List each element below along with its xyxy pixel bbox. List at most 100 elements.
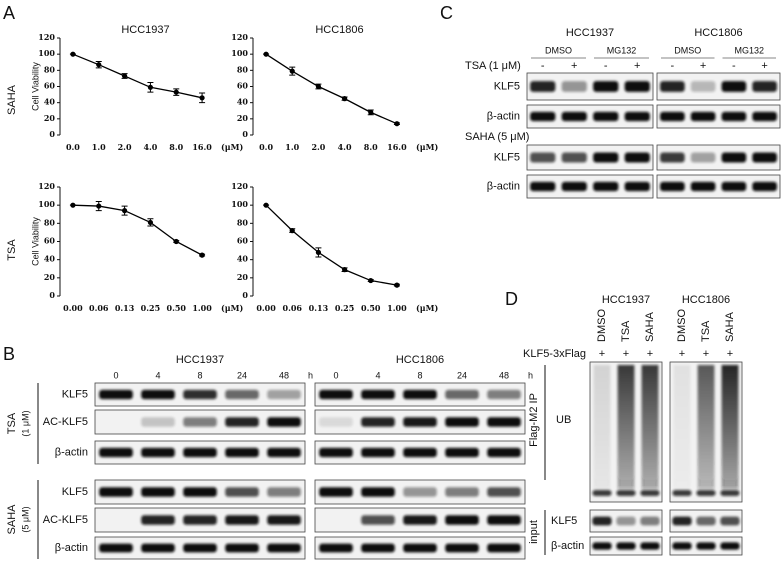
data-point [341,96,348,102]
band [225,447,259,458]
band [690,152,716,163]
band [592,516,612,526]
blot [656,174,781,199]
lane-label: SAHA [644,311,656,342]
x-tick-label: 0.06 [283,303,303,313]
construct-sign: + [679,348,685,360]
y-tick-label: 80 [44,64,56,74]
band [319,389,353,400]
treatment-sign: + [761,60,767,72]
chart-title: HCC1806 [315,24,363,36]
lane-label: DMSO [676,309,688,342]
data-point [263,51,269,57]
band [690,181,716,192]
x-tick-label: 2.0 [311,142,325,152]
band [225,543,259,553]
treatment-label: TSA (1 μM) [465,60,521,72]
y-tick-label: 80 [237,64,249,74]
condition: MG132 [607,45,637,55]
treatment-label: SAHA (5 μM) [465,131,529,143]
band [403,543,437,553]
panel-label: A [3,3,15,23]
band [99,487,133,497]
band [660,181,685,192]
band [721,81,747,92]
band [593,111,619,122]
row-label: KLF5 [494,80,520,92]
x-tick-label: 0.25 [141,303,160,313]
band [624,152,650,163]
band [660,152,685,163]
band [487,515,521,525]
band [690,81,716,92]
x-tick-label: 0.06 [89,303,109,313]
band [361,417,395,427]
data-line [72,53,203,99]
band [183,487,217,497]
x-tick-label: 1.0 [285,142,299,152]
time-point: 48 [279,370,289,380]
x-tick-label: 0.13 [115,303,135,313]
band [225,417,259,427]
band [267,515,301,525]
condition: DMSO [674,45,701,55]
y-tick-label: 20 [237,272,249,282]
band [141,447,175,458]
band [530,81,556,92]
cell-line: HCC1937 [566,27,614,39]
x-tick-label: 16.0 [387,142,407,152]
x-tick-label: 8.0 [169,142,183,152]
band [672,516,692,526]
lane-label: TSA [620,320,632,342]
x-tick-label: 0.00 [63,303,83,313]
condition: DMSO [545,45,572,55]
band [403,515,437,525]
time-point: 8 [197,370,202,380]
band [530,111,556,122]
band [319,487,353,497]
cell-line: HCC1937 [602,294,650,306]
y-tick-label: 60 [237,236,249,246]
data-point [173,89,179,95]
data-point [263,202,269,208]
band [624,81,650,92]
x-tick-label: 2.0 [118,142,132,152]
band [593,152,619,163]
data-line [72,204,203,256]
band [225,515,259,525]
y-tick-label: 20 [237,113,249,123]
band [267,389,301,400]
band [183,389,217,400]
band [640,490,660,496]
band [752,81,777,92]
band [593,81,619,92]
data-point [96,62,102,68]
band [616,542,636,550]
band [319,447,353,458]
treatment-sign: - [732,60,736,72]
band [487,389,521,400]
y-tick-label: 40 [44,254,56,264]
time-point: 24 [237,370,247,380]
blot [526,174,654,199]
time-point: 8 [417,370,422,380]
input-label: input [528,520,540,544]
band [561,152,587,163]
band [361,543,395,553]
band [183,543,217,553]
data-point [147,84,154,90]
y-tick-label: 100 [38,48,55,58]
band [561,81,587,92]
cell-line: HCC1806 [396,354,444,366]
band [752,181,777,192]
construct-label: KLF5-3xFlag [523,348,586,360]
x-tick-label: 0.50 [361,303,381,313]
panel-label: C [440,3,453,23]
band [99,447,133,458]
x-axis-label: (μM) [416,303,438,313]
row-label: TSA [6,239,18,261]
data-point [368,109,374,115]
band [403,389,437,400]
band [720,490,740,496]
y-tick-label: 60 [44,81,56,91]
